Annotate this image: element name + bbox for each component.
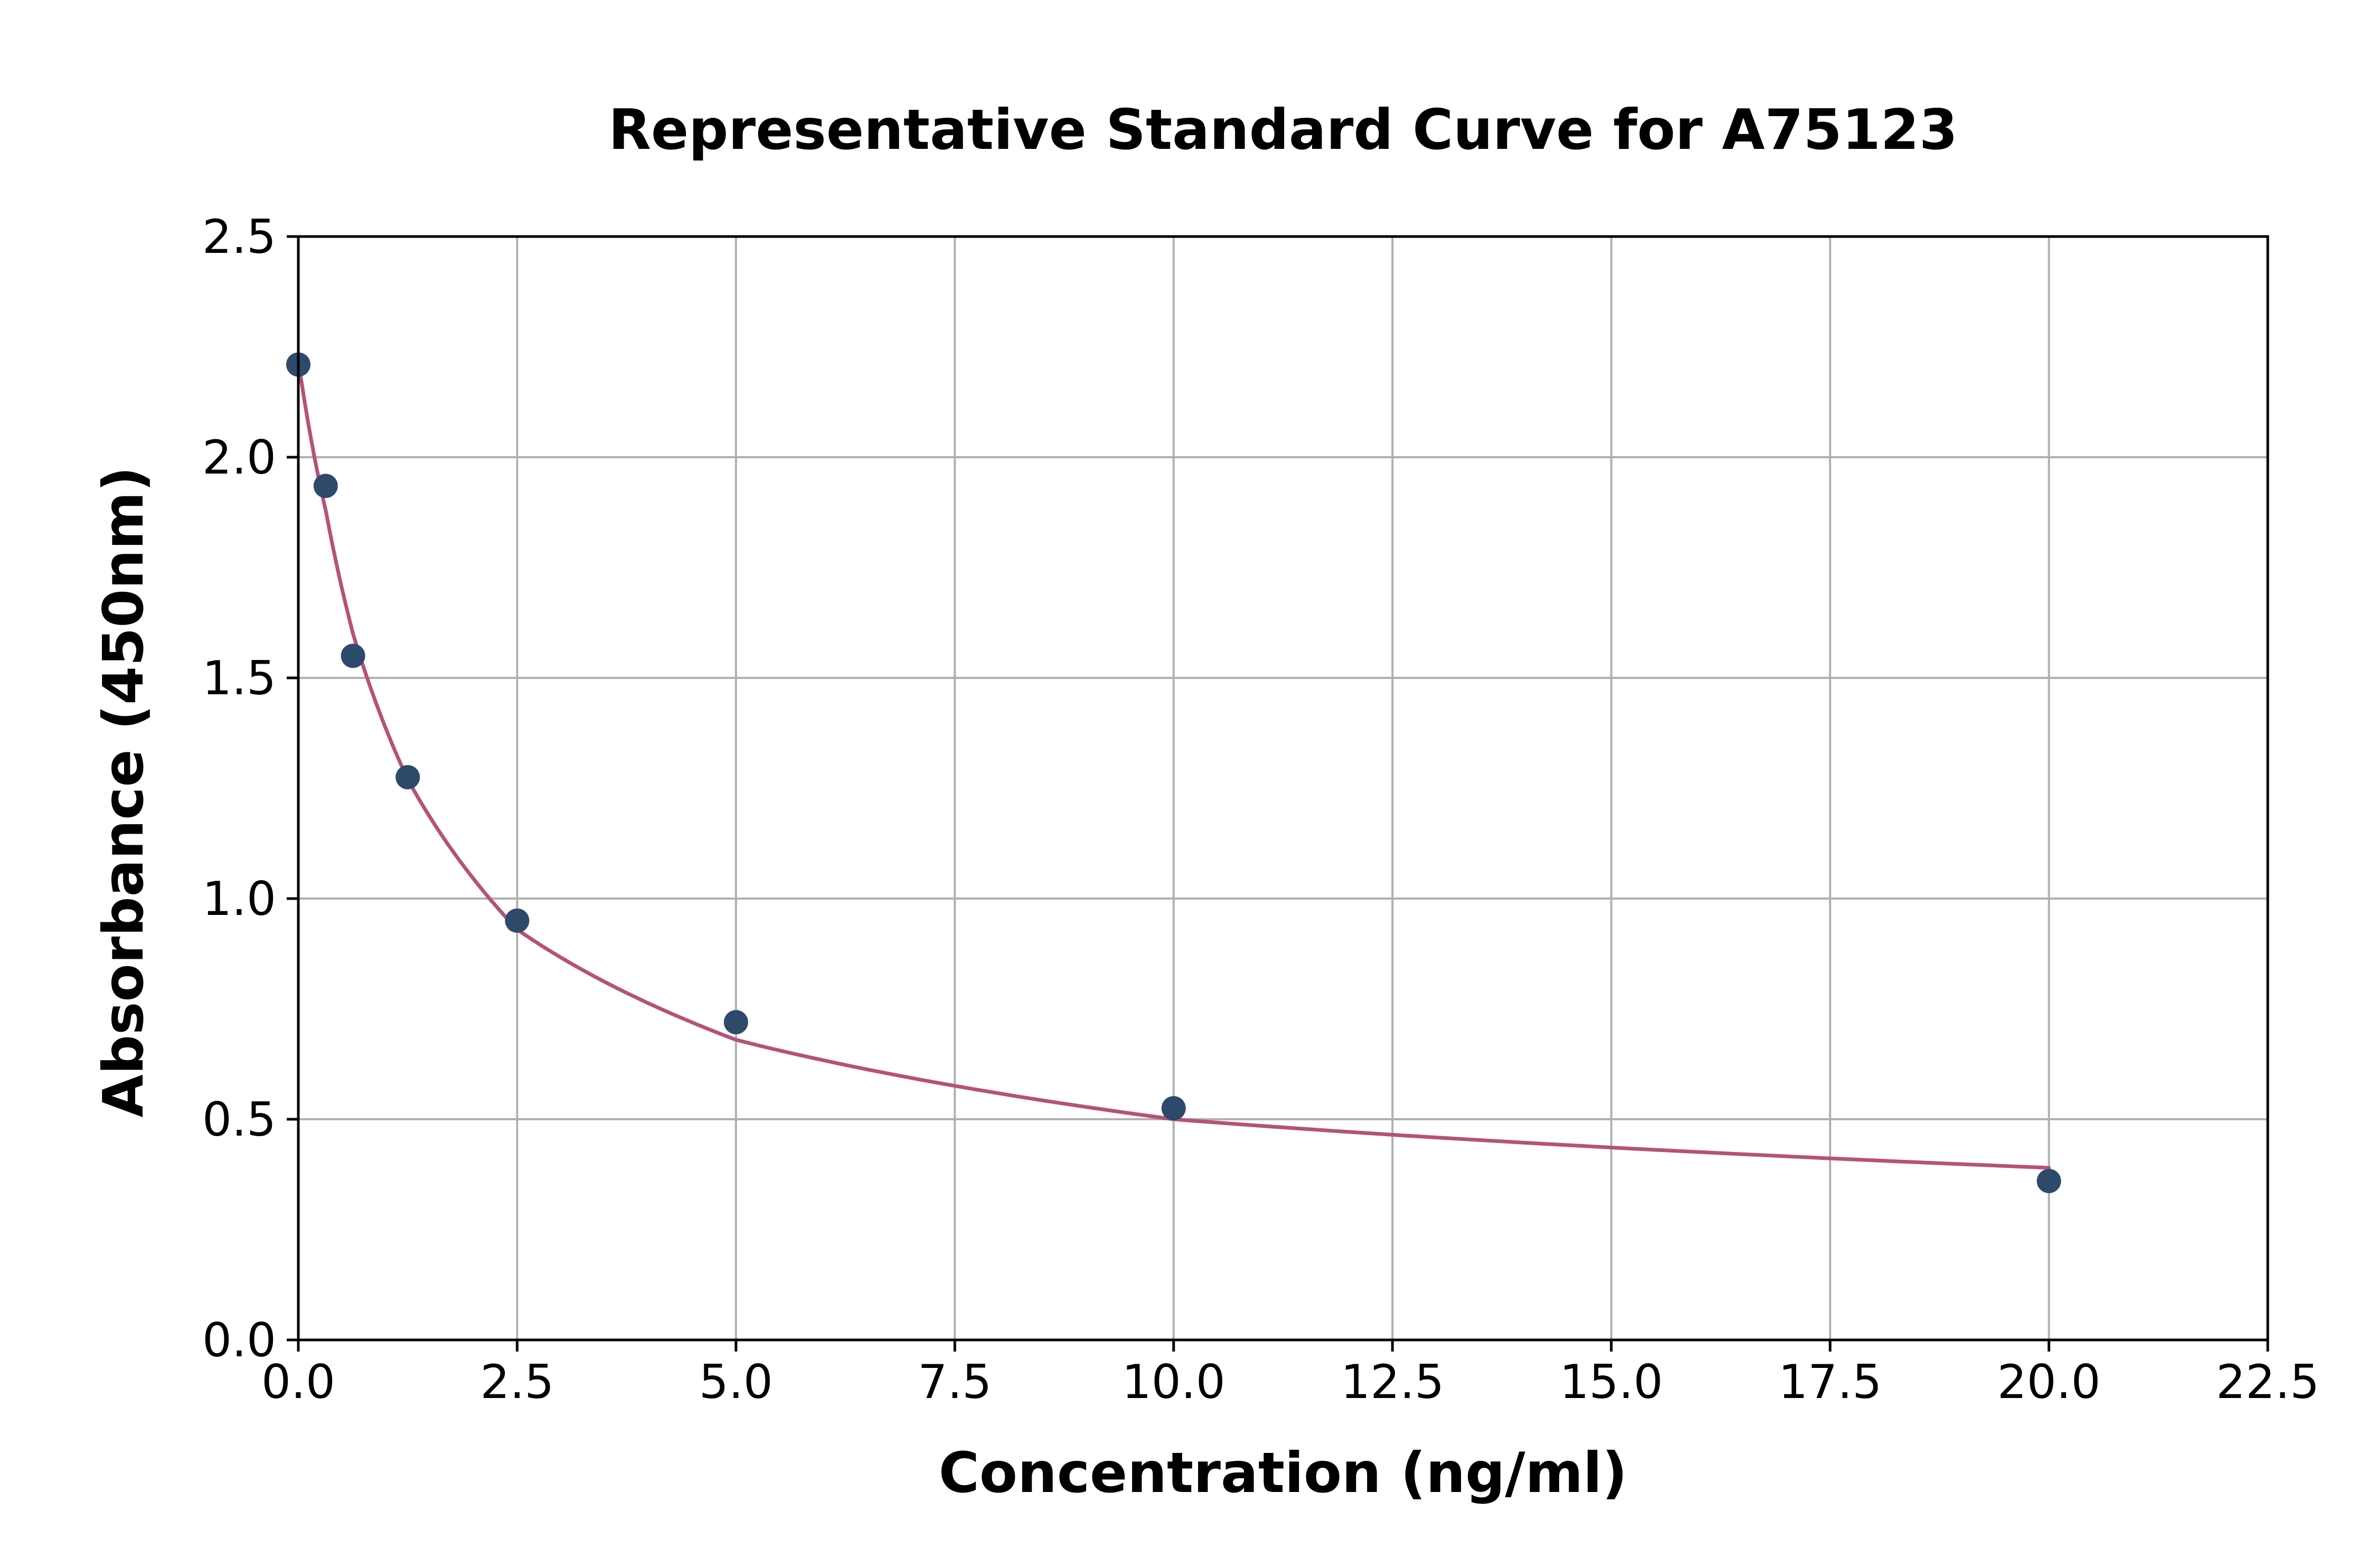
y-tick-label: 0.5: [202, 1092, 276, 1147]
data-point: [505, 908, 530, 933]
x-tick-label: 17.5: [1778, 1355, 1882, 1409]
x-tick-label: 0.0: [261, 1355, 335, 1409]
x-tick-label: 7.5: [918, 1355, 992, 1409]
fit-curve: [296, 358, 2051, 1170]
fit-curve-layer: [296, 358, 2051, 1170]
x-tick-label: 22.5: [2216, 1355, 2320, 1409]
x-tick-label: 12.5: [1341, 1355, 1444, 1409]
y-tick-label: 0.0: [202, 1313, 276, 1367]
x-tick-label: 15.0: [1560, 1355, 1663, 1409]
y-tick-label: 2.0: [202, 430, 276, 485]
x-tick-label: 2.5: [480, 1355, 554, 1409]
axis-ticks: [287, 235, 2269, 1352]
chart-title: Representative Standard Curve for A75123: [608, 98, 1958, 162]
x-tick-label: 10.0: [1122, 1355, 1225, 1409]
y-tick-labels: 0.0 0.5 1.0 1.5 2.0 2.5: [202, 210, 276, 1367]
plot-frame: [297, 235, 2269, 1342]
x-tick-labels: 0.0 2.5 5.0 7.5 10.0 12.5 15.0 17.5 20.0 22.5: [261, 1355, 2320, 1409]
data-point: [2036, 1169, 2061, 1194]
x-axis-label: Concentration (ng/ml): [939, 1441, 1627, 1505]
data-point: [395, 765, 420, 790]
y-tick-label: 1.0: [202, 872, 276, 926]
y-tick-label: 1.5: [202, 651, 276, 705]
x-tick-label: 20.0: [1997, 1355, 2101, 1409]
y-axis-label: Absorbance (450nm): [91, 467, 156, 1118]
data-point: [723, 1010, 748, 1035]
data-point: [313, 474, 338, 498]
x-tick-label: 5.0: [699, 1355, 773, 1409]
data-point: [1161, 1096, 1186, 1121]
y-tick-label: 2.5: [202, 210, 276, 264]
data-point: [341, 644, 365, 668]
